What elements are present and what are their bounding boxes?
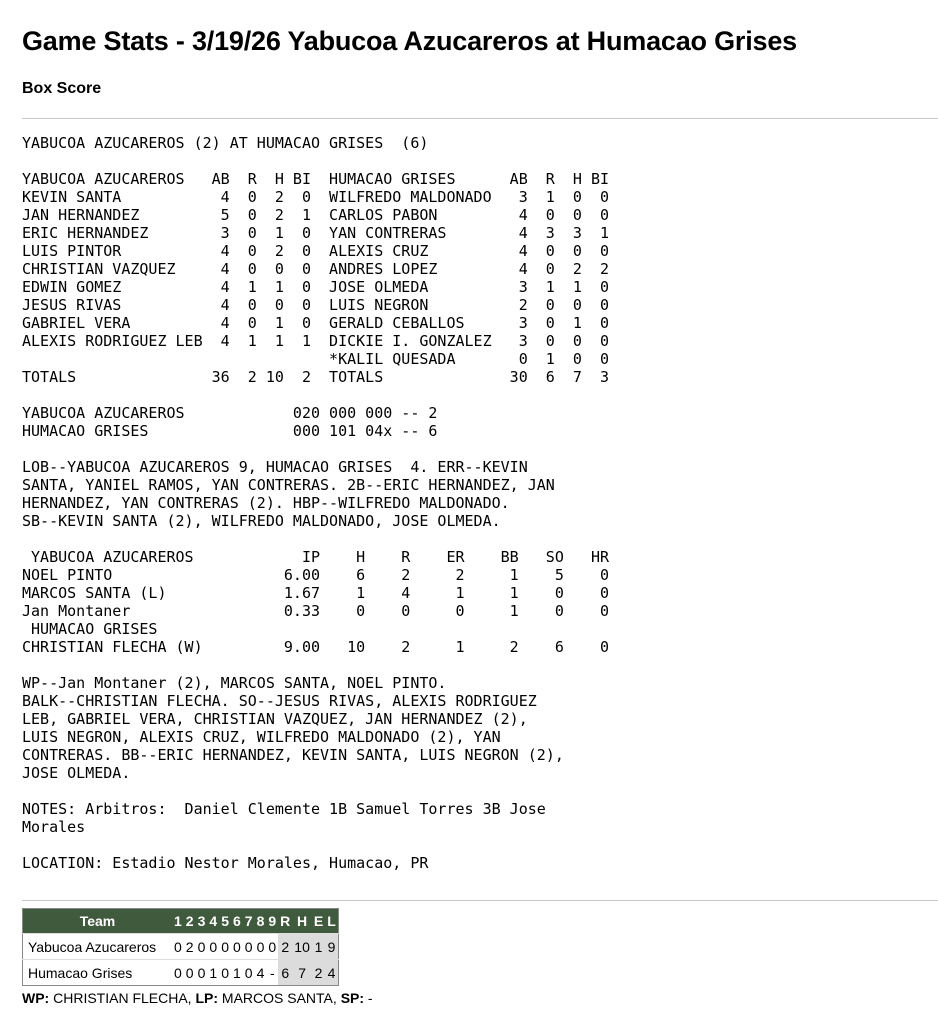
inning-cell: 0 [172,933,184,960]
divider [22,118,938,119]
total-cell: 9 [325,933,339,960]
winning-pitcher: CHRISTIAN FLECHA, [49,990,196,1006]
line-score: YABUCOA AZUCAREROS 020 000 000 -- 2 HUMA… [22,404,438,440]
inning-cell: 0 [207,933,220,960]
column-header: R [278,908,293,934]
inning-cell: 0 [195,959,208,986]
column-header: L [325,908,339,934]
column-header: 4 [207,908,220,934]
batting-table: YABUCOA AZUCAREROS AB R H BI HUMACAO GRI… [22,170,609,386]
inning-cell: 0 [219,959,231,986]
column-header: 1 [172,908,184,934]
column-header: 6 [230,908,243,934]
total-cell: 7 [292,959,312,986]
column-header: 7 [242,908,255,934]
inning-cell: - [266,959,279,986]
inning-cell: 0 [183,959,196,986]
save-pitcher: - [364,990,373,1006]
pitching-decisions: WP: CHRISTIAN FLECHA, LP: MARCOS SANTA, … [22,990,373,1006]
divider [22,900,938,901]
table-row: Humacao Grises 0 0 0 1 0 1 0 4-6 7 2 4 [22,959,339,986]
pitching-table: YABUCOA AZUCAREROS IP H R ER BB SO HR NO… [22,548,609,656]
inning-cell: 0 [242,959,255,986]
page-title: Game Stats - 3/19/26 Yabucoa Azucareros … [22,26,797,56]
linescore-table: Team 1 2 3 4 5 6 7 8 9 R H E L Yabucoa Azucareros 0 2 0 0… [22,908,339,986]
inning-cell: 4 [254,959,267,986]
losing-pitcher: MARCOS SANTA, [218,990,341,1006]
column-header: 9 [266,908,279,934]
location-note: LOCATION: Estadio Nestor Morales, Humaca… [22,854,429,872]
total-cell: 1 [311,933,326,960]
inning-cell: 0 [195,933,208,960]
inning-cell: 0 [219,933,231,960]
game-notes-batting: LOB--YABUCOA AZUCAREROS 9, HUMACAO GRISE… [22,458,555,530]
inning-cell: 0 [172,959,184,986]
inning-cell: 2 [183,933,196,960]
column-header: 8 [254,908,267,934]
inning-cell: 1 [230,959,243,986]
table-row: Yabucoa Azucareros 0 2 0 0 0 0 0 0 0 2 10 1 9 [22,933,339,960]
total-cell: 4 [325,959,339,986]
inning-cell: 0 [242,933,255,960]
total-cell: 6 [278,959,293,986]
game-notes-pitching: WP--Jan Montaner (2), MARCOS SANTA, NOEL… [22,674,564,782]
umpires-note: NOTES: Arbitros: Daniel Clemente 1B Samu… [22,800,546,836]
sp-label: SP: [340,990,365,1006]
team-name-cell: Yabucoa Azucareros [22,933,172,960]
inning-cell: 1 [207,959,220,986]
team-header: Team [22,908,172,934]
inning-cell: 0 [230,933,243,960]
section-title: Box Score [22,80,102,97]
column-header: 2 [183,908,196,934]
box-score-text: YABUCOA AZUCAREROS (2) AT HUMACAO GRISES… [22,134,609,872]
total-cell: 10 [292,933,312,960]
team-name-cell: Humacao Grises [22,959,172,986]
lp-label: LP: [195,990,219,1006]
inning-cell: 0 [266,933,279,960]
column-header: 3 [195,908,208,934]
inning-cell: 0 [254,933,267,960]
wp-label: WP: [22,990,50,1006]
box-header: YABUCOA AZUCAREROS (2) AT HUMACAO GRISES… [22,134,429,152]
column-header: 5 [219,908,231,934]
column-header: H [292,908,312,934]
column-header: E [311,908,326,934]
total-cell: 2 [311,959,326,986]
total-cell: 2 [278,933,293,960]
